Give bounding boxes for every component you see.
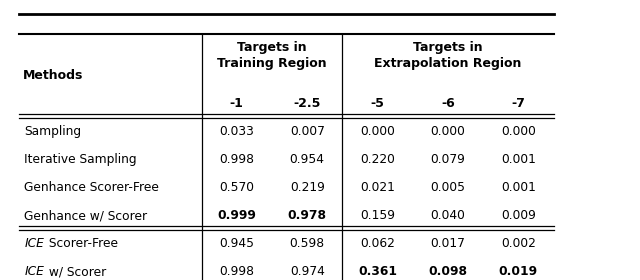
Text: 0.005: 0.005	[431, 181, 465, 194]
Text: Sampling: Sampling	[24, 125, 81, 138]
Text: 0.159: 0.159	[360, 209, 395, 222]
Text: Targets in
Extrapolation Region: Targets in Extrapolation Region	[374, 41, 522, 71]
Text: 0.570: 0.570	[220, 181, 254, 194]
Text: -5: -5	[371, 97, 385, 109]
Text: 0.017: 0.017	[431, 237, 465, 250]
Text: 0.062: 0.062	[360, 237, 395, 250]
Text: 0.002: 0.002	[501, 237, 536, 250]
Text: 0.974: 0.974	[290, 265, 324, 278]
Text: 0.219: 0.219	[290, 181, 324, 194]
Text: -1: -1	[230, 97, 244, 109]
Text: 0.361: 0.361	[358, 265, 397, 278]
Text: Genhance w/ Scorer: Genhance w/ Scorer	[24, 209, 147, 222]
Text: 0.978: 0.978	[288, 209, 326, 222]
Text: Scorer-Free: Scorer-Free	[45, 237, 118, 250]
Text: 0.598: 0.598	[290, 237, 324, 250]
Text: -2.5: -2.5	[294, 97, 321, 109]
Text: 0.098: 0.098	[429, 265, 467, 278]
Text: 0.000: 0.000	[501, 125, 536, 138]
Text: 0.040: 0.040	[431, 209, 465, 222]
Text: ICE: ICE	[24, 265, 44, 278]
Text: 0.001: 0.001	[501, 153, 536, 166]
Text: Iterative Sampling: Iterative Sampling	[24, 153, 137, 166]
Text: 0.033: 0.033	[220, 125, 254, 138]
Text: Targets in
Training Region: Targets in Training Region	[217, 41, 327, 71]
Text: 0.998: 0.998	[220, 265, 254, 278]
Text: 0.220: 0.220	[360, 153, 395, 166]
Text: 0.954: 0.954	[290, 153, 324, 166]
Text: -6: -6	[441, 97, 455, 109]
Text: Methods: Methods	[22, 69, 83, 82]
Text: 0.079: 0.079	[431, 153, 465, 166]
Text: ICE: ICE	[24, 237, 44, 250]
Text: Genhance Scorer-Free: Genhance Scorer-Free	[24, 181, 159, 194]
Text: 0.009: 0.009	[501, 209, 536, 222]
Text: 0.000: 0.000	[360, 125, 395, 138]
Text: 0.000: 0.000	[431, 125, 465, 138]
Text: 0.998: 0.998	[220, 153, 254, 166]
Text: 0.007: 0.007	[290, 125, 324, 138]
Text: 0.019: 0.019	[499, 265, 538, 278]
Text: 0.999: 0.999	[218, 209, 256, 222]
Text: -7: -7	[511, 97, 525, 109]
Text: 0.021: 0.021	[360, 181, 395, 194]
Text: 0.001: 0.001	[501, 181, 536, 194]
Text: 0.945: 0.945	[220, 237, 254, 250]
Text: w/ Scorer: w/ Scorer	[45, 265, 107, 278]
